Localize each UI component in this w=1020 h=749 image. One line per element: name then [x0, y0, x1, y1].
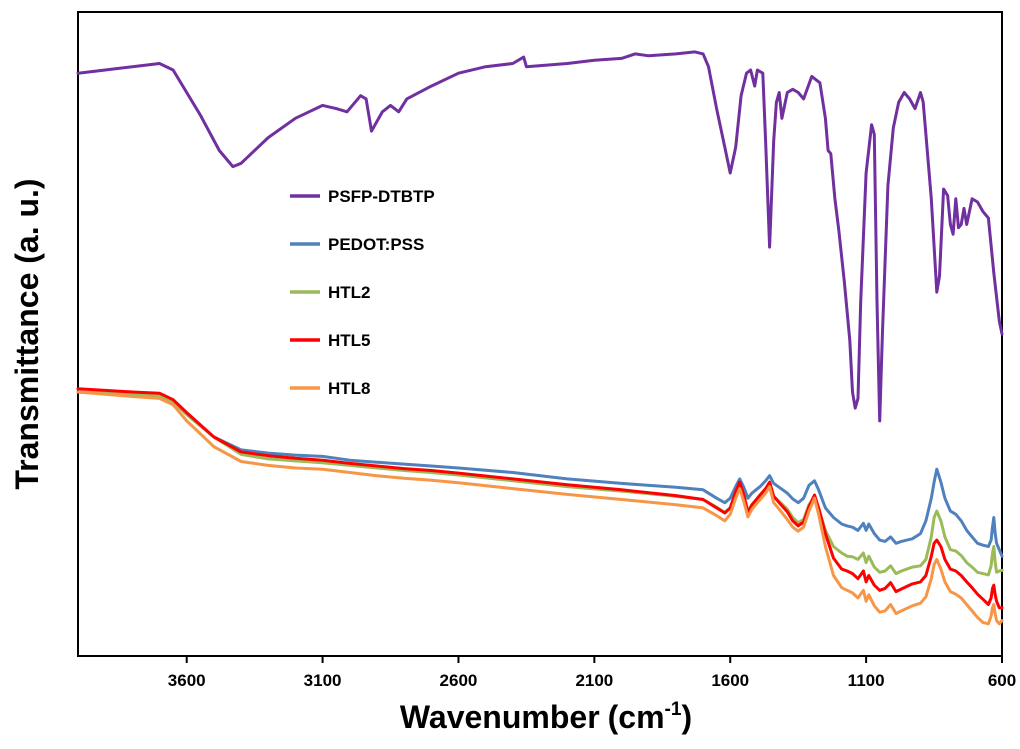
- x-axis-unit-superscript: -1: [665, 699, 682, 720]
- x-axis-ticks: 3600 3100 2600 2100 1600 1100 600: [168, 656, 1016, 690]
- x-tick-label: 2100: [575, 671, 613, 690]
- series-layer: [76, 50, 1004, 626]
- legend-label: HTL2: [328, 283, 371, 302]
- series-line-htl8: [76, 390, 1004, 626]
- x-tick-label: 1100: [848, 671, 885, 690]
- legend: PSFP-DTBTP PEDOT:PSS HTL2 HTL5 HTL8: [290, 187, 435, 398]
- legend-label: HTL5: [328, 331, 371, 350]
- x-tick-label: 2600: [440, 671, 478, 690]
- legend-label: PEDOT:PSS: [328, 235, 424, 254]
- x-axis-label-main: Wavenumber: [400, 699, 600, 735]
- y-axis-label: Transmittance (a. u.): [9, 178, 45, 489]
- series-line-pedot-pss: [76, 390, 1004, 558]
- legend-label: HTL8: [328, 379, 371, 398]
- series-line-htl5: [76, 387, 1004, 610]
- legend-label: PSFP-DTBTP: [328, 187, 435, 206]
- x-tick-label: 3600: [168, 671, 206, 690]
- x-axis-label: Wavenumber (cm-1): [400, 699, 692, 735]
- x-tick-label: 1600: [711, 671, 749, 690]
- x-tick-label: 3100: [304, 671, 342, 690]
- x-axis-unit-suffix: ): [681, 699, 692, 735]
- x-tick-label: 600: [988, 671, 1016, 690]
- series-line-psfp-dtbtp: [76, 50, 1004, 423]
- x-axis-unit-prefix: (cm: [608, 699, 665, 735]
